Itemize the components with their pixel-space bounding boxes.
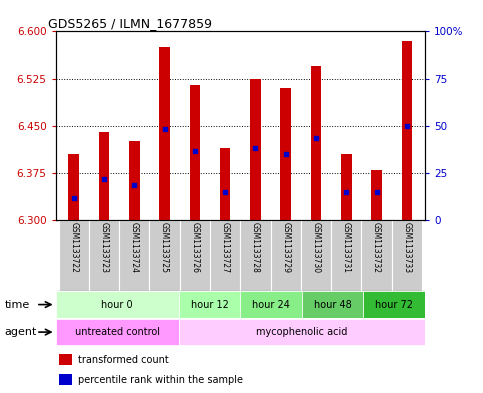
Bar [69,154,79,220]
Text: GSM1133727: GSM1133727 [221,222,229,273]
Bar [59,354,72,365]
Text: GSM1133722: GSM1133722 [69,222,78,273]
Bar [220,148,230,220]
Text: mycophenolic acid: mycophenolic acid [256,327,348,337]
FancyBboxPatch shape [241,291,302,318]
Text: time: time [5,299,30,310]
Text: transformed count: transformed count [78,355,169,365]
Bar [119,220,149,291]
Bar [180,220,210,291]
Bar [129,141,140,220]
Text: GSM1133726: GSM1133726 [190,222,199,273]
Text: GSM1133723: GSM1133723 [99,222,109,273]
FancyBboxPatch shape [364,291,425,318]
Bar [189,85,200,220]
Bar [392,220,422,291]
Text: percentile rank within the sample: percentile rank within the sample [78,375,243,385]
Text: hour 48: hour 48 [314,299,352,310]
Bar [241,220,270,291]
Text: GSM1133728: GSM1133728 [251,222,260,273]
Text: hour 12: hour 12 [191,299,228,310]
Bar [361,220,392,291]
Bar [401,41,412,220]
Bar [371,170,382,220]
Text: hour 24: hour 24 [252,299,290,310]
Text: hour 0: hour 0 [101,299,133,310]
Bar [99,132,109,220]
FancyBboxPatch shape [179,319,425,345]
Text: GDS5265 / ILMN_1677859: GDS5265 / ILMN_1677859 [48,17,212,30]
Bar [311,66,321,220]
Bar [331,220,361,291]
Text: GSM1133731: GSM1133731 [342,222,351,273]
Bar [159,47,170,220]
Bar [210,220,241,291]
Text: GSM1133732: GSM1133732 [372,222,381,273]
Text: hour 72: hour 72 [375,299,413,310]
Bar [89,220,119,291]
FancyBboxPatch shape [179,291,241,318]
Text: untreated control: untreated control [75,327,159,337]
Bar [281,88,291,220]
Bar [301,220,331,291]
Bar [58,220,89,291]
Text: GSM1133725: GSM1133725 [160,222,169,273]
Bar [270,220,301,291]
Bar [250,79,261,220]
Text: GSM1133729: GSM1133729 [281,222,290,273]
Bar [59,374,72,385]
Bar [149,220,180,291]
FancyBboxPatch shape [302,291,364,318]
Text: GSM1133733: GSM1133733 [402,222,412,273]
FancyBboxPatch shape [56,319,179,345]
Text: agent: agent [5,327,37,337]
Text: GSM1133730: GSM1133730 [312,222,321,273]
Text: GSM1133724: GSM1133724 [130,222,139,273]
Bar [341,154,352,220]
FancyBboxPatch shape [56,291,179,318]
